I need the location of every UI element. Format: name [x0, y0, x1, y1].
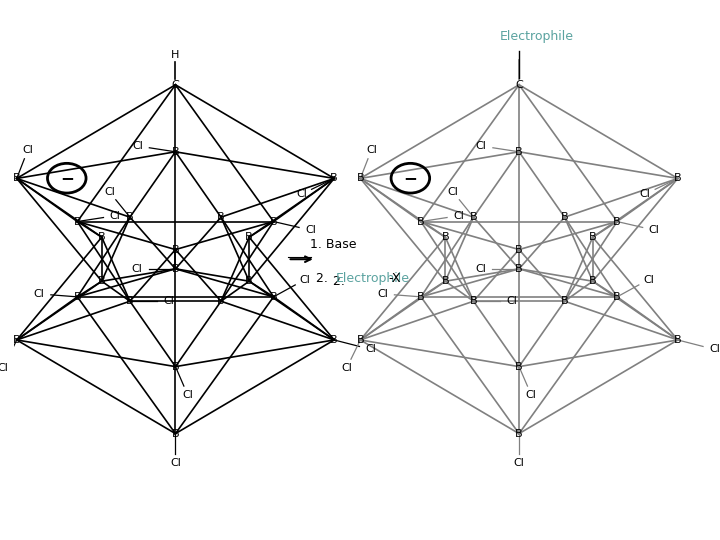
- Text: Cl: Cl: [132, 264, 143, 274]
- Text: Cl: Cl: [709, 345, 720, 354]
- Text: Cl: Cl: [526, 390, 536, 400]
- Text: Cl: Cl: [104, 187, 115, 197]
- Text: B: B: [13, 335, 21, 345]
- Text: B: B: [270, 292, 277, 302]
- Text: B: B: [589, 276, 597, 286]
- Text: B: B: [674, 173, 682, 184]
- Text: C: C: [516, 80, 523, 90]
- Text: 2.: 2.: [333, 275, 349, 288]
- Text: B: B: [270, 217, 277, 227]
- Text: Cl: Cl: [132, 141, 143, 151]
- Text: B: B: [469, 296, 477, 306]
- Text: B: B: [126, 212, 134, 222]
- Text: Cl: Cl: [639, 189, 650, 199]
- Text: B: B: [73, 217, 81, 227]
- Text: B: B: [246, 276, 253, 286]
- Text: B: B: [561, 212, 568, 222]
- Text: B: B: [13, 173, 21, 184]
- Text: −: −: [60, 169, 73, 187]
- Text: B: B: [417, 217, 425, 227]
- Text: Electrophile: Electrophile: [336, 272, 410, 285]
- Text: Cl: Cl: [300, 275, 310, 285]
- Text: B: B: [171, 147, 179, 157]
- Text: Cl: Cl: [296, 189, 307, 199]
- Text: B: B: [217, 212, 225, 222]
- Text: Cl: Cl: [34, 289, 45, 299]
- Text: B: B: [516, 264, 523, 274]
- Text: 2.: 2.: [315, 272, 332, 285]
- Text: B: B: [516, 147, 523, 157]
- Text: B: B: [73, 292, 81, 302]
- Text: B: B: [674, 335, 682, 345]
- Text: Cl: Cl: [366, 145, 377, 155]
- Text: B: B: [441, 276, 449, 286]
- Text: Cl: Cl: [163, 296, 174, 306]
- Text: Cl: Cl: [0, 363, 9, 373]
- Text: B: B: [356, 173, 364, 184]
- Text: -X: -X: [388, 272, 400, 285]
- Text: −: −: [403, 169, 418, 187]
- Text: Cl: Cl: [476, 141, 487, 151]
- Text: Cl: Cl: [643, 275, 654, 285]
- Text: B: B: [469, 212, 477, 222]
- Text: B: B: [589, 232, 597, 242]
- Text: Cl: Cl: [170, 458, 181, 468]
- Text: Cl: Cl: [454, 211, 464, 221]
- Text: Cl: Cl: [475, 264, 486, 274]
- Text: B: B: [516, 245, 523, 254]
- Text: Electrophile: Electrophile: [500, 30, 574, 43]
- Text: B: B: [217, 296, 225, 306]
- Text: B: B: [441, 232, 449, 242]
- Text: Cl: Cl: [109, 211, 121, 221]
- Text: Cl: Cl: [448, 187, 459, 197]
- Text: B: B: [330, 173, 338, 184]
- Text: B: B: [98, 232, 106, 242]
- Text: Cl: Cl: [649, 225, 660, 235]
- Text: Cl: Cl: [365, 345, 376, 354]
- Text: B: B: [613, 292, 621, 302]
- Text: Cl: Cl: [182, 390, 193, 400]
- Text: B: B: [330, 335, 338, 345]
- Text: B: B: [171, 264, 179, 274]
- Text: Cl: Cl: [507, 296, 518, 306]
- Text: Cl: Cl: [341, 363, 352, 373]
- Text: Cl: Cl: [377, 289, 388, 299]
- Text: B: B: [126, 296, 134, 306]
- Text: B: B: [516, 362, 523, 372]
- Text: Cl: Cl: [513, 458, 524, 468]
- Text: B: B: [516, 429, 523, 438]
- Text: B: B: [171, 245, 179, 254]
- Text: B: B: [417, 292, 425, 302]
- Text: B: B: [171, 429, 179, 438]
- Text: C: C: [171, 80, 179, 90]
- Text: B: B: [561, 296, 568, 306]
- Text: B: B: [246, 232, 253, 242]
- Text: B: B: [613, 217, 621, 227]
- Text: B: B: [171, 362, 179, 372]
- Text: Cl: Cl: [22, 145, 33, 155]
- Text: H: H: [171, 50, 180, 60]
- Text: Cl: Cl: [305, 225, 316, 235]
- Text: B: B: [356, 335, 364, 345]
- Text: 1. Base: 1. Base: [310, 238, 356, 251]
- Text: B: B: [98, 276, 106, 286]
